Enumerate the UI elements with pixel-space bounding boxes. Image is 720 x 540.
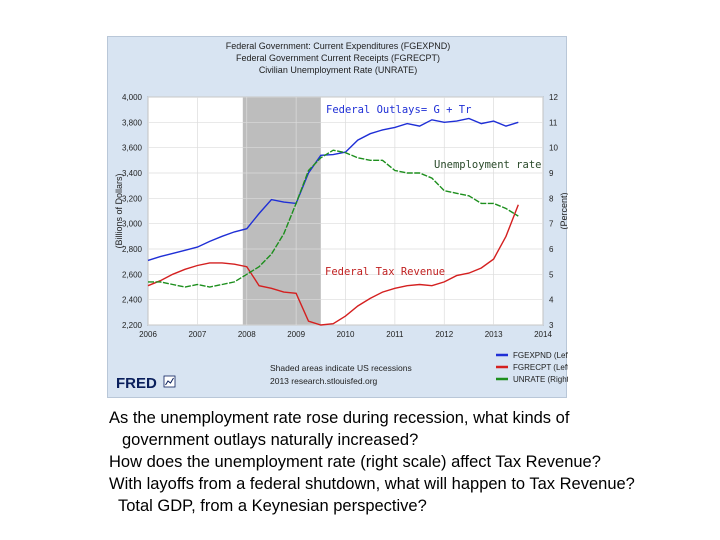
- fred-chart-panel: Federal Government: Current Expenditures…: [107, 36, 568, 398]
- y-right-tick-label: 12: [549, 93, 558, 102]
- y-left-tick-label: 2,600: [122, 270, 143, 279]
- annotations: Federal Outlays= G + Tr Unemployment rate…: [325, 104, 541, 278]
- y-left-tick-label: 2,200: [122, 321, 143, 330]
- chart-title-line: Civilian Unemployment Rate (UNRATE): [259, 65, 417, 75]
- series-lines: [147, 117, 519, 326]
- x-tick-label: 2009: [287, 330, 305, 339]
- grid-lines: [147, 96, 544, 326]
- question-1a: As the unemployment rate rose during rec…: [109, 409, 570, 427]
- series-line-fgrecpt: [147, 204, 519, 326]
- y-right-tick-label: 10: [549, 144, 558, 153]
- y-left-tick-label: 3,400: [122, 169, 143, 178]
- x-tick-label: 2007: [188, 330, 206, 339]
- y-right-tick-label: 6: [549, 245, 554, 254]
- chart-title-line: Federal Government: Current Expenditures…: [226, 41, 451, 51]
- question-3a: With layoffs from a federal shutdown, wh…: [109, 475, 635, 493]
- question-3b: Total GDP, from a Keynesian perspective?: [118, 497, 427, 515]
- series-line-fgexpnd: [147, 117, 519, 262]
- x-tick-label: 2011: [386, 330, 404, 339]
- series-line-unrate: [148, 149, 519, 288]
- legend: FGEXPND (Left) FGRECPT (Left) UNRATE (Righ…: [496, 351, 568, 384]
- y-left-tick-label: 3,200: [122, 194, 143, 203]
- y-right-tick-label: 3: [549, 321, 554, 330]
- x-tick-label: 2010: [337, 330, 355, 339]
- y-right-tick-label: 11: [549, 118, 558, 127]
- annotation-outlays: Federal Outlays= G + Tr: [326, 104, 471, 116]
- legend-label: FGRECPT (Left): [513, 363, 568, 372]
- y-right-tick-label: 5: [549, 270, 554, 279]
- y-left-tick-label: 2,400: [122, 296, 143, 305]
- question-1b: government outlays naturally increased?: [122, 431, 419, 449]
- footer-source: 2013 research.stlouisfed.org: [270, 376, 378, 386]
- chart-title-line: Federal Government Current Receipts (FGR…: [236, 53, 440, 63]
- legend-label: UNRATE (Right): [513, 375, 568, 384]
- fred-logo-icon-line: [165, 377, 174, 386]
- y-left-tick-label: 3,000: [122, 220, 143, 229]
- annotation-unemployment: Unemployment rate: [434, 159, 541, 171]
- y-left-tick-label: 3,600: [122, 144, 143, 153]
- annotation-tax-revenue: Federal Tax Revenue: [325, 266, 445, 278]
- y-right-tick-label: 9: [549, 169, 554, 178]
- x-tick-label: 2012: [435, 330, 453, 339]
- y-left-tick-label: 4,000: [122, 93, 143, 102]
- recession-shading: [242, 97, 321, 325]
- chart-svg: Federal Government: Current Expenditures…: [114, 41, 568, 392]
- y-right-axis-label: (Percent): [559, 192, 568, 229]
- legend-label: FGEXPND (Left): [513, 351, 568, 360]
- y-right-tick-label: 4: [549, 296, 554, 305]
- chart-title: Federal Government: Current Expenditures…: [226, 41, 451, 75]
- y-left-axis-label: (Billions of Dollars): [114, 173, 124, 248]
- x-tick-label: 2013: [485, 330, 503, 339]
- tick-labels: 2,200 2,400 2,600 2,800 3,000 3,200 3,400 3,600…: [114, 93, 568, 339]
- fred-logo: FRED: [116, 375, 157, 392]
- fred-logo-icon: [163, 375, 176, 388]
- x-tick-label: 2006: [139, 330, 157, 339]
- x-tick-label: 2014: [534, 330, 552, 339]
- y-right-tick-label: 7: [549, 220, 554, 229]
- question-2: How does the unemployment rate (right sc…: [109, 453, 601, 471]
- y-right-tick-label: 8: [549, 194, 554, 203]
- chart-footer: FRED Shaded areas indicate US recessions 2…: [116, 363, 412, 392]
- y-left-tick-label: 3,800: [122, 118, 143, 127]
- question-block: As the unemployment rate rose during rec…: [109, 407, 709, 517]
- x-tick-label: 2008: [238, 330, 256, 339]
- footer-recession-note: Shaded areas indicate US recessions: [270, 363, 412, 373]
- y-left-tick-label: 2,800: [122, 245, 143, 254]
